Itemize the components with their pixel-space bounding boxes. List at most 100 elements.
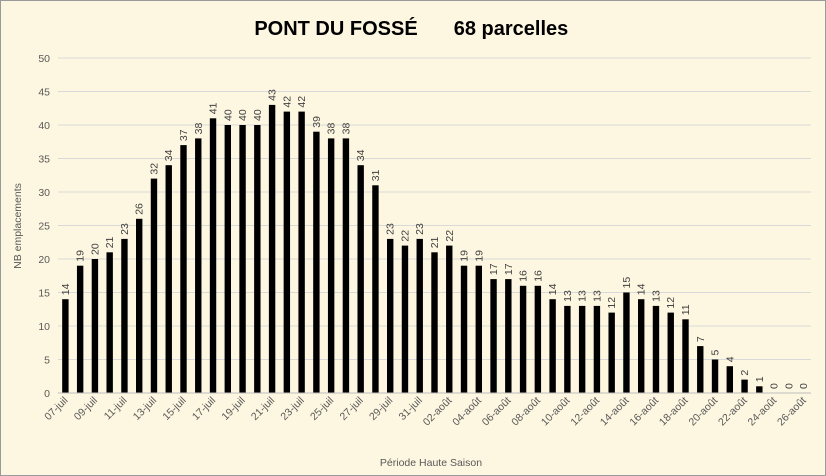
x-tick-label: 29-juil [367, 395, 395, 423]
bar [76, 265, 84, 393]
bar [519, 285, 527, 393]
bar [446, 245, 453, 393]
bar [475, 265, 482, 393]
bar [342, 138, 350, 393]
bar [327, 138, 335, 393]
value-label: 14 [60, 283, 72, 295]
bar [682, 319, 689, 393]
bar [357, 165, 364, 393]
x-tick-label: 26-août [775, 395, 809, 429]
bar [150, 178, 158, 393]
y-tick-label: 35 [38, 154, 50, 166]
value-label: 13 [650, 290, 662, 302]
value-label: 0 [783, 383, 795, 389]
bar [195, 138, 202, 393]
bar [283, 111, 291, 393]
x-tick-label: 06-août [480, 395, 514, 429]
value-label: 22 [444, 230, 456, 242]
value-label: 31 [370, 169, 382, 181]
bar [62, 299, 69, 393]
bar [224, 125, 231, 393]
bar [416, 238, 423, 393]
value-label: 21 [429, 236, 441, 248]
x-axis-ticks: 07-juil 09-juil 11-juil 13-juil 15-juil 17-ju… [42, 395, 809, 429]
value-label: 39 [311, 116, 323, 128]
bar [298, 111, 305, 393]
y-axis-ticks: 0 5 10 15 20 25 30 35 40 45 50 [38, 53, 50, 400]
value-label: 37 [178, 129, 190, 141]
bar [593, 305, 601, 393]
value-label: 32 [148, 163, 160, 175]
value-label: 19 [473, 250, 485, 262]
bar [564, 305, 571, 393]
bar [578, 305, 586, 393]
x-tick-label: 17-juil [190, 395, 218, 423]
value-label: 42 [281, 96, 293, 108]
bar [711, 359, 719, 393]
bar [372, 185, 379, 393]
value-label: 11 [680, 304, 692, 315]
x-tick-label: 16-août [627, 395, 661, 429]
x-tick-label: 10-août [539, 395, 573, 429]
y-tick-label: 20 [38, 254, 50, 266]
chart-title: PONT DU FOSSÉ [254, 17, 417, 40]
chart-subtitle: 68 parcelles [454, 18, 569, 40]
x-tick-label: 18-août [657, 395, 691, 429]
value-label: 0 [769, 383, 781, 389]
value-label: 14 [636, 283, 648, 295]
value-label: 13 [577, 290, 589, 302]
y-tick-label: 45 [38, 87, 50, 99]
bar [638, 299, 645, 393]
value-label: 17 [503, 263, 515, 275]
value-label: 15 [621, 277, 633, 289]
value-label: 5 [710, 350, 722, 356]
value-label: 12 [606, 297, 618, 309]
bar [121, 238, 128, 393]
value-label: 13 [591, 290, 603, 302]
y-tick-label: 0 [44, 388, 50, 400]
bar [726, 366, 733, 393]
bar [756, 386, 763, 393]
value-label: 16 [518, 270, 530, 282]
x-tick-label: 04-août [450, 395, 484, 429]
value-label: 23 [385, 223, 397, 235]
bar [313, 131, 320, 393]
bar [431, 252, 438, 393]
value-label: 34 [355, 149, 367, 161]
bar [180, 145, 187, 393]
y-tick-label: 50 [38, 53, 50, 65]
bars [62, 104, 763, 394]
value-label: 14 [547, 283, 559, 295]
bar [239, 125, 246, 393]
x-tick-label: 02-août [421, 395, 455, 429]
value-label: 20 [89, 243, 101, 255]
value-label: 40 [252, 109, 264, 121]
value-label: 41 [208, 102, 220, 114]
y-tick-label: 5 [44, 355, 50, 367]
x-tick-label: 12-août [568, 395, 602, 429]
value-label: 1 [754, 376, 766, 382]
x-tick-label: 21-juil [249, 395, 277, 423]
bar [254, 125, 261, 393]
value-label: 13 [562, 290, 574, 302]
x-tick-label: 23-juil [278, 395, 306, 423]
bar [652, 305, 660, 393]
value-label: 23 [119, 223, 131, 235]
x-tick-label: 22-août [716, 395, 750, 429]
x-tick-label: 15-juil [160, 395, 188, 423]
value-label: 38 [193, 123, 205, 135]
bar [460, 265, 468, 393]
value-label: 22 [399, 230, 411, 242]
value-label: 26 [134, 203, 146, 215]
y-tick-label: 25 [38, 221, 50, 233]
x-tick-label: 25-juil [308, 395, 336, 423]
value-label: 38 [340, 123, 352, 135]
value-label: 2 [739, 370, 751, 376]
value-label: 17 [488, 263, 500, 275]
x-tick-label: 11-juil [102, 395, 130, 423]
x-tick-label: 24-août [746, 395, 780, 429]
value-label: 42 [296, 96, 308, 108]
bar [268, 104, 276, 394]
